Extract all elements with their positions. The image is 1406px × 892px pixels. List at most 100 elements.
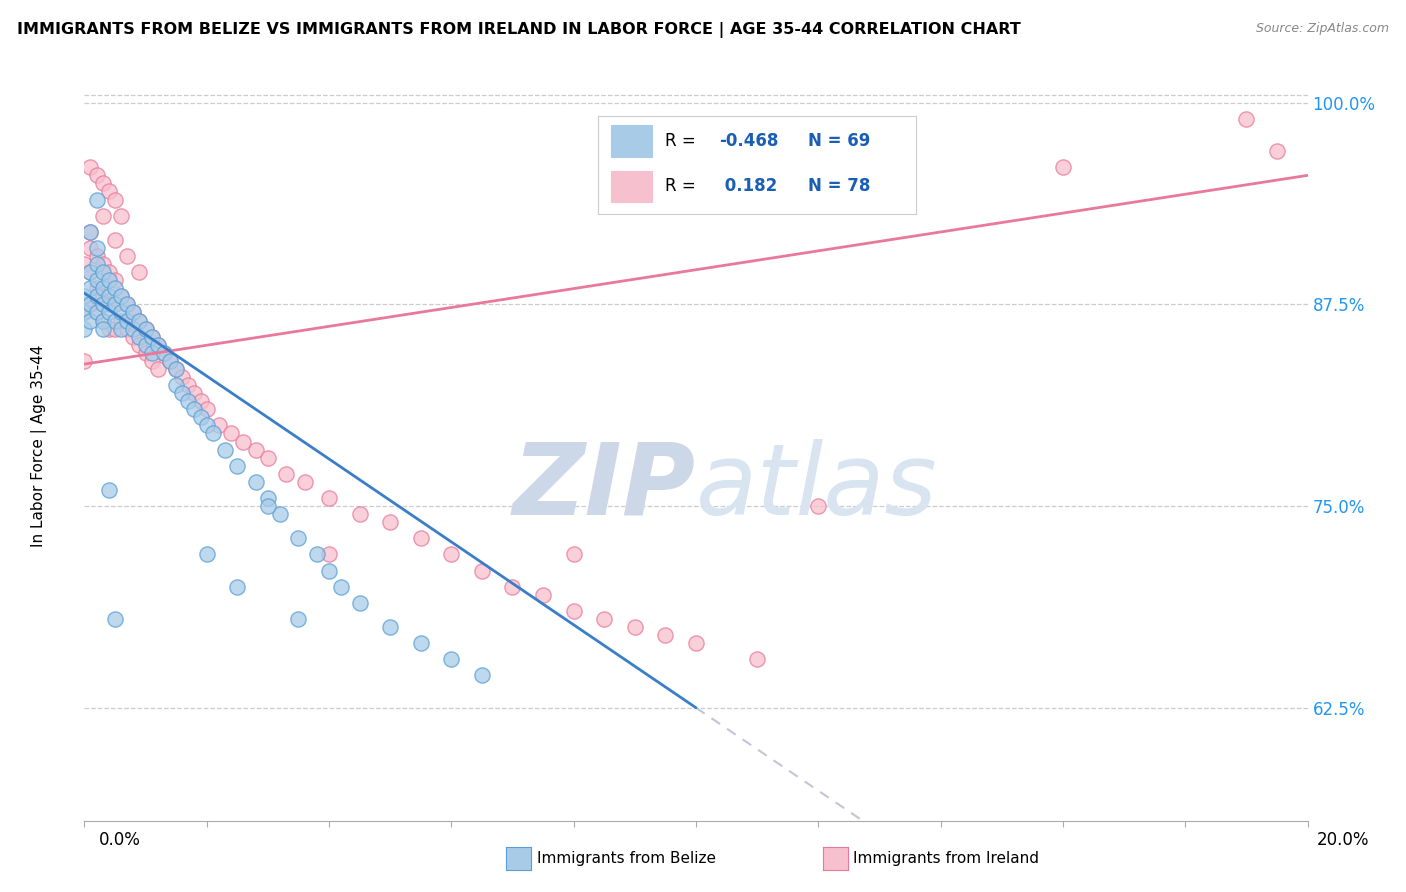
Point <box>110 305 132 319</box>
Point <box>97 321 120 335</box>
Point <box>232 434 254 449</box>
Point <box>122 305 145 319</box>
Point <box>73 305 96 319</box>
Point <box>257 450 280 465</box>
Point <box>97 273 120 287</box>
Point <box>79 161 101 175</box>
Point <box>141 346 163 360</box>
Point <box>146 362 169 376</box>
Point <box>86 249 108 263</box>
Point <box>110 289 132 303</box>
Point <box>91 321 114 335</box>
Point <box>104 193 127 207</box>
Point <box>79 265 101 279</box>
Point <box>409 532 432 546</box>
Point <box>195 402 218 417</box>
Point <box>104 297 127 311</box>
Point <box>110 313 132 327</box>
Point <box>86 305 108 319</box>
Point <box>91 265 114 279</box>
Point <box>214 442 236 457</box>
Point <box>195 418 218 433</box>
Point <box>380 620 402 634</box>
Point <box>79 297 101 311</box>
Point <box>97 265 120 279</box>
Point <box>135 346 157 360</box>
Point <box>104 612 127 626</box>
Point <box>807 499 830 513</box>
Point <box>172 386 194 401</box>
Text: 20.0%: 20.0% <box>1316 831 1369 849</box>
Point <box>287 532 309 546</box>
Point <box>141 329 163 343</box>
Point <box>153 346 176 360</box>
Point <box>380 515 402 529</box>
Point <box>318 491 340 505</box>
Point <box>141 329 163 343</box>
Point <box>91 289 114 303</box>
Point <box>190 410 212 425</box>
Point <box>73 354 96 368</box>
Point <box>79 225 101 239</box>
Point <box>128 329 150 343</box>
Point <box>1236 112 1258 126</box>
Point <box>91 281 114 295</box>
Point <box>1265 144 1288 158</box>
Point <box>141 354 163 368</box>
Point <box>73 321 96 335</box>
Text: atlas: atlas <box>696 439 938 535</box>
Point <box>128 313 150 327</box>
Point <box>269 507 291 521</box>
Point <box>91 257 114 271</box>
Point <box>219 426 242 441</box>
Point <box>97 289 120 303</box>
Point <box>440 548 463 562</box>
Point <box>104 313 127 327</box>
Point <box>73 289 96 303</box>
Point <box>208 418 231 433</box>
Point <box>624 620 647 634</box>
Point <box>104 281 127 295</box>
Point <box>440 652 463 666</box>
Point <box>79 281 101 295</box>
Point <box>104 321 127 335</box>
Point <box>79 313 101 327</box>
Point <box>159 354 181 368</box>
Point <box>128 265 150 279</box>
Text: Immigrants from Belize: Immigrants from Belize <box>537 851 716 865</box>
Point <box>135 321 157 335</box>
Point <box>91 297 114 311</box>
Text: IMMIGRANTS FROM BELIZE VS IMMIGRANTS FROM IRELAND IN LABOR FORCE | AGE 35-44 COR: IMMIGRANTS FROM BELIZE VS IMMIGRANTS FRO… <box>17 22 1021 38</box>
Point <box>91 209 114 223</box>
Point <box>654 628 676 642</box>
Point <box>245 475 267 489</box>
Point <box>183 402 205 417</box>
Point <box>305 548 328 562</box>
Point <box>190 394 212 409</box>
Point <box>349 507 371 521</box>
Point <box>165 378 187 392</box>
Point <box>73 257 96 271</box>
Point <box>685 636 707 650</box>
Point <box>183 386 205 401</box>
Point <box>294 475 316 489</box>
Point <box>115 249 138 263</box>
Point <box>128 337 150 351</box>
Point <box>91 177 114 191</box>
Point <box>79 265 101 279</box>
Point <box>165 362 187 376</box>
Point <box>257 499 280 513</box>
Point <box>159 354 181 368</box>
Point <box>104 273 127 287</box>
Point <box>97 483 120 497</box>
Point <box>146 337 169 351</box>
Point <box>146 337 169 351</box>
Point <box>128 313 150 327</box>
Point <box>287 612 309 626</box>
Point <box>562 604 585 618</box>
Point <box>122 329 145 343</box>
Point <box>502 580 524 594</box>
Point <box>330 580 353 594</box>
Point <box>86 273 108 287</box>
Point <box>349 596 371 610</box>
